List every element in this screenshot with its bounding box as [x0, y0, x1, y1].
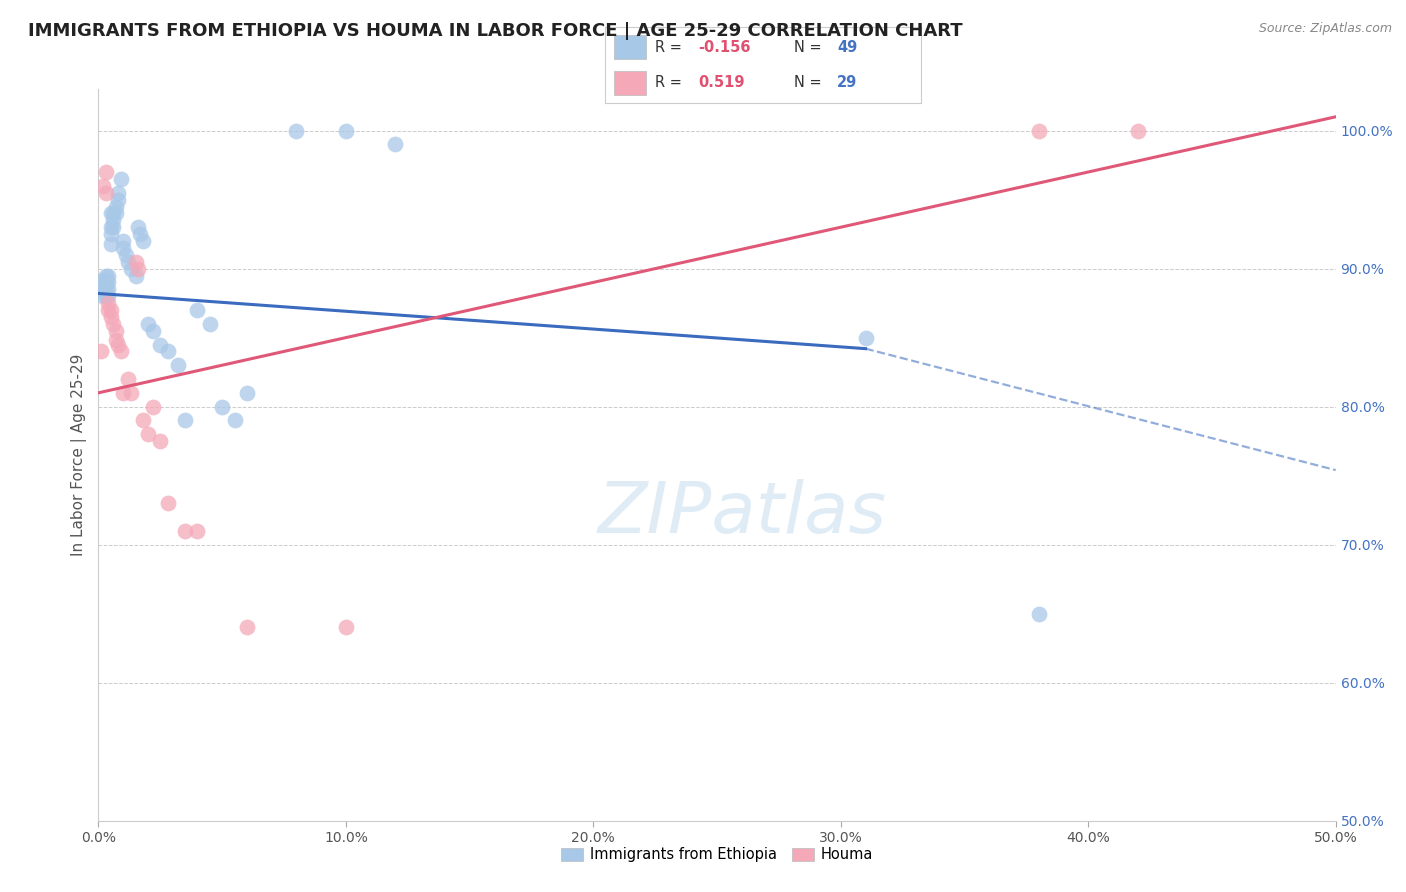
Point	[100, 236, 122, 251]
Point	[1028, 123, 1050, 137]
Point	[136, 317, 159, 331]
Point	[94, 282, 117, 296]
Point	[142, 400, 165, 414]
Point	[120, 261, 142, 276]
Point	[94, 268, 117, 283]
Point	[97, 268, 120, 283]
Point	[236, 620, 259, 634]
Point	[335, 123, 357, 137]
Point	[97, 276, 120, 290]
Point	[124, 268, 146, 283]
Text: 29: 29	[837, 75, 858, 90]
Point	[94, 165, 117, 179]
Point	[93, 178, 115, 193]
Text: 49: 49	[837, 40, 858, 54]
Text: R =: R =	[655, 40, 686, 54]
Point	[124, 254, 146, 268]
Point	[90, 282, 112, 296]
Point	[100, 220, 122, 235]
Point	[855, 330, 877, 344]
Point	[100, 303, 122, 318]
Text: ZIPatlas: ZIPatlas	[598, 479, 886, 548]
Y-axis label: In Labor Force | Age 25-29: In Labor Force | Age 25-29	[70, 354, 87, 556]
Text: IMMIGRANTS FROM ETHIOPIA VS HOUMA IN LABOR FORCE | AGE 25-29 CORRELATION CHART: IMMIGRANTS FROM ETHIOPIA VS HOUMA IN LAB…	[28, 22, 963, 40]
Point	[127, 261, 149, 276]
Point	[120, 385, 142, 400]
Legend: Immigrants from Ethiopia, Houma: Immigrants from Ethiopia, Houma	[555, 841, 879, 868]
Point	[132, 234, 155, 248]
Point	[117, 372, 139, 386]
Point	[103, 206, 125, 220]
Point	[100, 206, 122, 220]
Point	[127, 220, 149, 235]
Point	[132, 413, 155, 427]
Point	[107, 337, 129, 351]
Point	[110, 344, 132, 359]
Point	[156, 496, 179, 510]
Bar	[614, 35, 645, 60]
Point	[103, 317, 125, 331]
Point	[166, 358, 188, 372]
Point	[186, 303, 208, 318]
Point	[174, 413, 197, 427]
Text: Source: ZipAtlas.com: Source: ZipAtlas.com	[1258, 22, 1392, 36]
Text: N =: N =	[794, 75, 827, 90]
Point	[97, 303, 120, 318]
Point	[103, 220, 125, 235]
Point	[384, 137, 406, 152]
Point	[94, 276, 117, 290]
Point	[198, 317, 221, 331]
Point	[107, 193, 129, 207]
Point	[104, 324, 127, 338]
Text: -0.156: -0.156	[697, 40, 751, 54]
Point	[156, 344, 179, 359]
Point	[285, 123, 308, 137]
Point	[236, 385, 259, 400]
Point	[149, 434, 172, 449]
Point	[112, 385, 135, 400]
Point	[100, 227, 122, 241]
Point	[136, 427, 159, 442]
Point	[174, 524, 197, 538]
Point	[94, 186, 117, 200]
Point	[100, 310, 122, 324]
Point	[211, 400, 233, 414]
Point	[104, 334, 127, 348]
Point	[117, 254, 139, 268]
Point	[93, 289, 115, 303]
Point	[107, 186, 129, 200]
Point	[97, 282, 120, 296]
Point	[1126, 123, 1149, 137]
Text: R =: R =	[655, 75, 692, 90]
Point	[104, 206, 127, 220]
Point	[112, 241, 135, 255]
Point	[104, 200, 127, 214]
Point	[112, 234, 135, 248]
Point	[224, 413, 246, 427]
Point	[186, 524, 208, 538]
Point	[335, 620, 357, 634]
Point	[149, 337, 172, 351]
Point	[97, 289, 120, 303]
Point	[1028, 607, 1050, 621]
Point	[103, 213, 125, 227]
Point	[129, 227, 152, 241]
Point	[93, 273, 115, 287]
Point	[110, 172, 132, 186]
Text: N =: N =	[794, 40, 827, 54]
Bar	[614, 70, 645, 95]
Point	[90, 344, 112, 359]
Point	[142, 324, 165, 338]
Point	[93, 282, 115, 296]
Point	[94, 289, 117, 303]
Point	[97, 296, 120, 310]
Text: 0.519: 0.519	[697, 75, 744, 90]
Point	[114, 248, 136, 262]
